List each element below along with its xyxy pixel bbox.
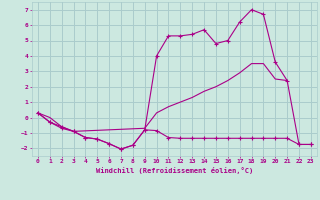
X-axis label: Windchill (Refroidissement éolien,°C): Windchill (Refroidissement éolien,°C) [96, 167, 253, 174]
